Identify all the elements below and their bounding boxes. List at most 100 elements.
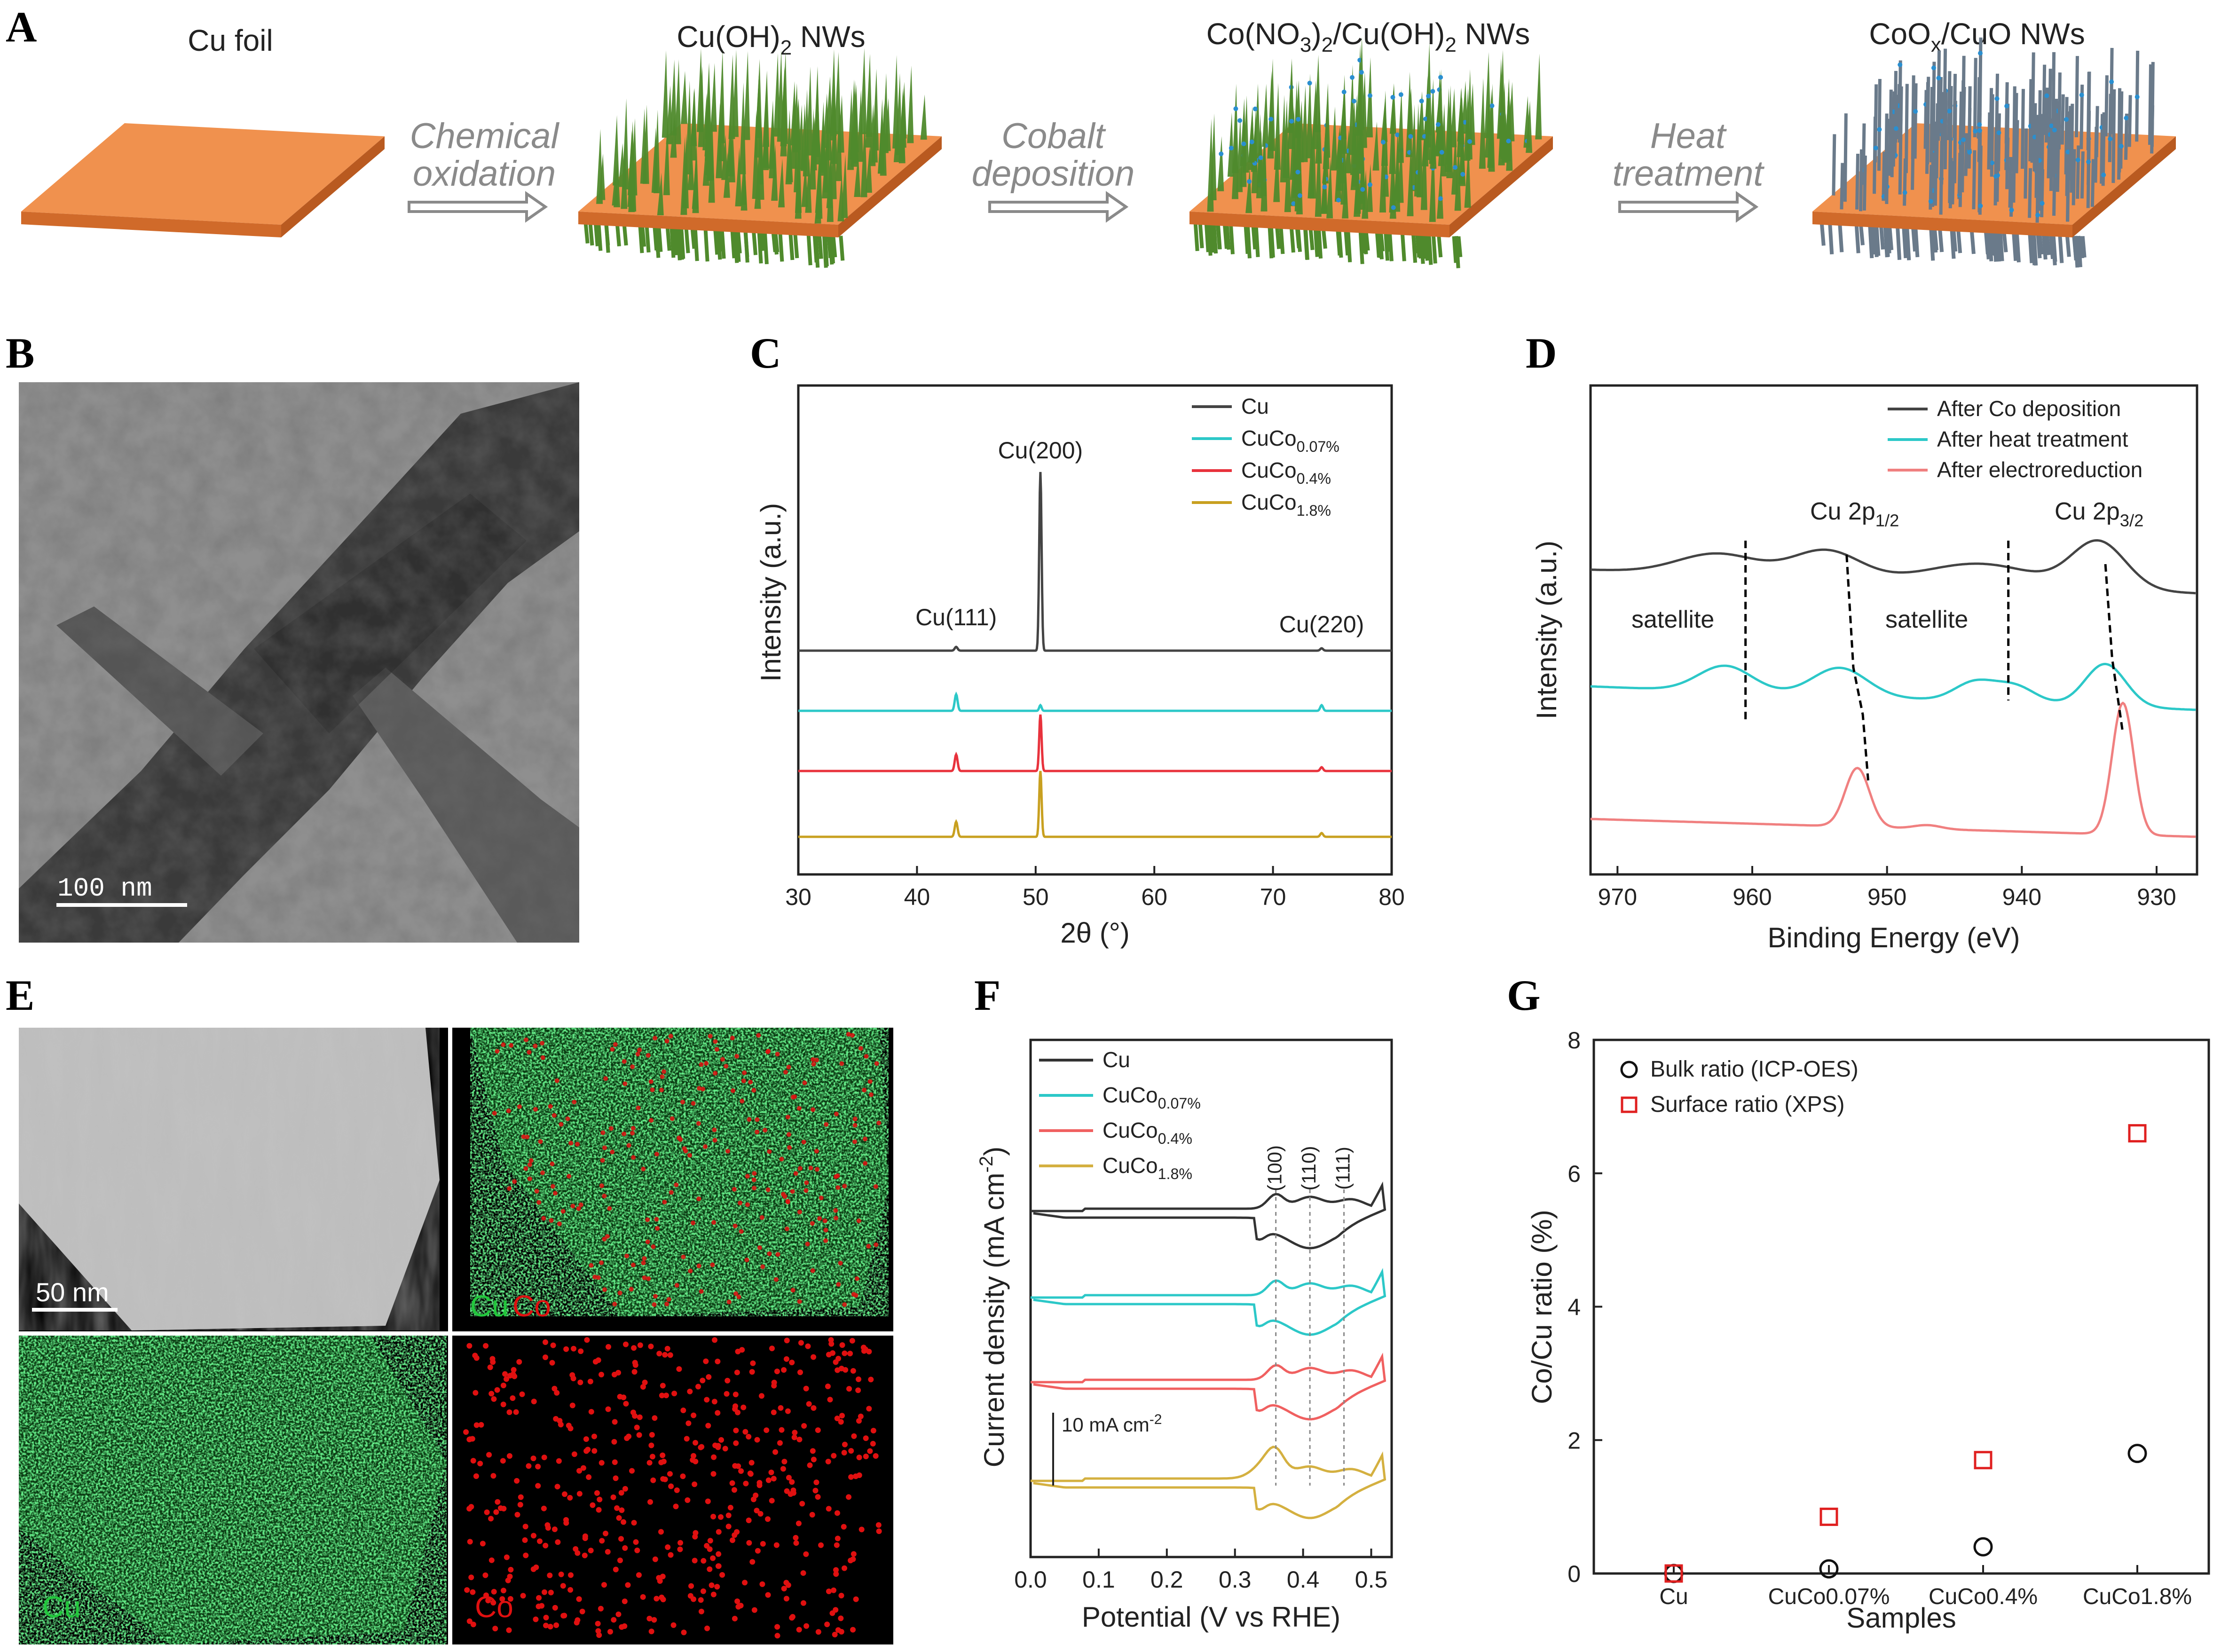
- nanowire: [1978, 145, 1983, 215]
- co-signal-dot: [810, 1448, 816, 1454]
- nanowire: [2071, 149, 2076, 205]
- co-signal-dot: [517, 1502, 523, 1508]
- nanowire: [1227, 112, 1234, 177]
- co-particle: [2119, 143, 2124, 149]
- co-signal-dot: [666, 1297, 671, 1302]
- co-signal-dot: [594, 1490, 600, 1496]
- co-signal-dot: [781, 1586, 787, 1592]
- co-signal-dot: [730, 1036, 735, 1041]
- co-signal-dot: [567, 1572, 574, 1578]
- co-signal-dot: [622, 1545, 628, 1551]
- nanowire: [2005, 137, 2010, 189]
- co-signal-dot: [851, 1292, 856, 1297]
- nanowire: [2065, 235, 2071, 257]
- co-signal-dot: [516, 1359, 522, 1365]
- co-signal-dot: [592, 1274, 598, 1280]
- co-signal-dot: [710, 1471, 717, 1477]
- nanowire: [1933, 121, 1938, 206]
- co-signal-dot: [765, 1049, 770, 1054]
- co-signal-dot: [797, 1210, 802, 1215]
- nanowire: [1394, 158, 1401, 201]
- nanowire: [884, 98, 891, 151]
- co-signal-dot: [665, 1544, 671, 1550]
- co-signal-dot: [732, 1392, 739, 1398]
- co-particle: [1928, 199, 1933, 204]
- nanowire: [1400, 233, 1406, 261]
- co-signal-dot: [744, 1258, 749, 1263]
- co-signal-dot: [803, 1551, 809, 1557]
- svg-text:Chemical: Chemical: [410, 116, 560, 156]
- co-signal-dot: [646, 1276, 651, 1281]
- co-signal-dot: [715, 1444, 721, 1450]
- nanowire: [2104, 75, 2109, 137]
- nanowire: [1871, 225, 1877, 255]
- co-signal-dot: [541, 1505, 547, 1511]
- nanowire: [1427, 235, 1433, 265]
- nanowire: [669, 228, 676, 258]
- x-tick-label: 960: [1733, 884, 1772, 910]
- co-signal-dot: [554, 1078, 559, 1083]
- co-signal-dot: [832, 1631, 838, 1637]
- co-signal-dot: [668, 1552, 674, 1558]
- nanowire: [1198, 223, 1204, 249]
- panel-label-g: G: [1507, 971, 1541, 1019]
- nanowire: [1290, 155, 1297, 206]
- co-signal-dot: [688, 1268, 693, 1274]
- nanowire: [793, 234, 799, 259]
- co-particle: [2044, 93, 2049, 98]
- co-signal-dot: [569, 1402, 575, 1408]
- legend-entry: Cu: [1241, 394, 1269, 418]
- co-signal-dot: [811, 1057, 816, 1062]
- svg-text:deposition: deposition: [972, 154, 1135, 194]
- co-signal-dot: [636, 1432, 642, 1438]
- co-signal-dot: [491, 1396, 497, 1402]
- co-signal-dot: [692, 1481, 698, 1487]
- co-particle: [1913, 109, 1918, 114]
- nanowire: [907, 65, 914, 143]
- co-signal-dot: [490, 1359, 496, 1365]
- co-signal-dot: [735, 1463, 741, 1469]
- nanowire: [618, 143, 625, 187]
- co-signal-dot: [796, 1627, 802, 1633]
- co-signal-dot: [614, 1505, 620, 1511]
- co-signal-dot: [600, 1130, 606, 1135]
- co-signal-dot: [664, 1301, 669, 1306]
- stage-title-cuoh2: Cu(OH)2 NWs: [677, 20, 865, 59]
- co-signal-dot: [622, 1081, 628, 1086]
- co-signal-dot: [522, 1524, 528, 1530]
- co-signal-dot: [817, 1216, 822, 1221]
- co-signal-dot: [683, 1149, 688, 1154]
- co-signal-dot: [464, 1587, 470, 1593]
- co-signal-dot: [781, 1367, 787, 1373]
- co-signal-dot: [795, 1520, 802, 1526]
- svg-text:oxidation: oxidation: [413, 154, 556, 194]
- co-signal-dot: [596, 1275, 601, 1280]
- nanowire: [1996, 113, 2001, 172]
- co-signal-dot: [853, 1473, 859, 1479]
- co-signal-dot: [755, 1129, 760, 1134]
- co-signal-dot: [535, 1483, 541, 1489]
- co-signal-dot: [852, 1139, 857, 1144]
- co-signal-dot: [668, 1483, 674, 1489]
- co-signal-dot: [714, 1047, 719, 1052]
- y-axis-label: Current density (mA cm-2): [976, 1147, 1010, 1467]
- co-signal-dot: [850, 1033, 855, 1038]
- co-signal-dot: [697, 1086, 702, 1091]
- nanowire: [1819, 223, 1826, 246]
- nanowire: [763, 70, 770, 147]
- nanowire: [678, 228, 684, 260]
- co-signal-dot: [548, 1104, 553, 1109]
- co-signal-dot: [850, 1556, 856, 1562]
- nanowire: [1344, 230, 1350, 256]
- x-tick-label: CuCo1.8%: [2083, 1584, 2192, 1609]
- nanowire: [1303, 228, 1309, 260]
- co-signal-dot: [530, 1455, 536, 1462]
- nanowire: [1925, 82, 1930, 174]
- co-signal-dot: [742, 1580, 748, 1586]
- co-signal-dot: [780, 1466, 786, 1472]
- co-signal-dot: [773, 1542, 780, 1548]
- co-signal-dot: [818, 1542, 824, 1548]
- co-signal-dot: [599, 1538, 605, 1544]
- nanowire: [1484, 52, 1491, 138]
- co-signal-dot: [478, 1422, 484, 1428]
